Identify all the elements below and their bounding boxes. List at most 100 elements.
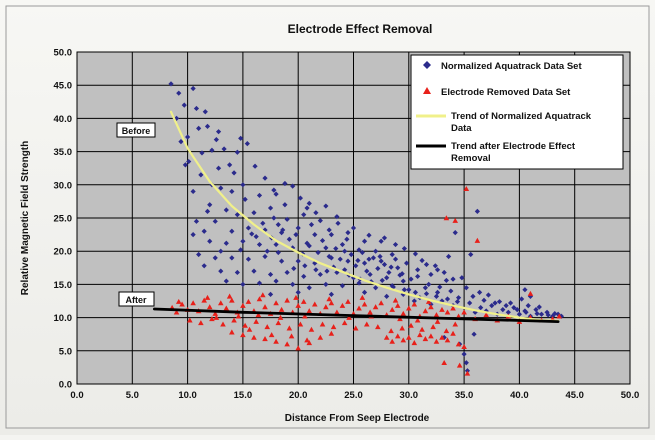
- data-point-red-triangle: [190, 300, 196, 306]
- data-point-blue-diamond: [395, 265, 401, 271]
- data-point-red-triangle: [212, 310, 219, 316]
- data-point-red-triangle: [198, 320, 204, 326]
- data-point-blue-diamond: [534, 311, 540, 317]
- data-point-blue-diamond: [218, 268, 224, 274]
- x-tick-label: 40.0: [510, 390, 529, 401]
- data-point-blue-diamond: [536, 304, 542, 310]
- data-point-red-triangle: [246, 326, 253, 332]
- data-point-blue-diamond: [181, 102, 187, 108]
- data-point-blue-diamond: [400, 278, 406, 284]
- data-point-blue-diamond: [412, 289, 419, 295]
- data-point-blue-diamond: [522, 287, 528, 293]
- data-point-red-triangle: [295, 345, 301, 351]
- data-point-red-triangle: [226, 293, 233, 299]
- data-point-red-triangle: [352, 325, 359, 331]
- data-point-red-triangle: [213, 314, 220, 320]
- data-point-blue-diamond: [415, 267, 421, 273]
- data-point-blue-diamond: [471, 331, 477, 337]
- data-point-red-triangle: [372, 304, 379, 310]
- data-point-blue-diamond: [304, 205, 310, 211]
- data-point-blue-diamond: [215, 165, 222, 171]
- data-point-blue-diamond: [282, 180, 288, 187]
- data-point-blue-diamond: [273, 241, 279, 248]
- data-point-blue-diamond: [204, 208, 211, 214]
- data-point-red-triangle: [306, 308, 313, 314]
- y-tick-label: 45.0: [54, 81, 73, 92]
- data-point-blue-diamond: [507, 300, 514, 306]
- data-point-blue-diamond: [201, 228, 207, 234]
- data-point-blue-diamond: [260, 220, 266, 226]
- data-point-blue-diamond: [231, 170, 237, 176]
- data-point-blue-diamond: [345, 230, 351, 236]
- data-point-red-triangle: [217, 300, 224, 306]
- data-point-red-triangle: [367, 309, 373, 315]
- data-point-blue-diamond: [401, 245, 407, 252]
- data-point-blue-diamond: [212, 255, 218, 261]
- data-point-blue-diamond: [334, 214, 340, 220]
- data-point-blue-diamond: [251, 210, 257, 216]
- data-point-blue-diamond: [538, 311, 545, 317]
- y-tick-label: 50.0: [54, 48, 73, 59]
- data-point-blue-diamond: [229, 228, 235, 234]
- data-point-blue-diamond: [450, 276, 456, 282]
- data-point-red-triangle: [175, 298, 182, 304]
- data-point-blue-diamond: [406, 287, 412, 293]
- data-point-blue-diamond: [262, 253, 268, 260]
- data-point-blue-diamond: [301, 212, 307, 218]
- data-point-red-triangle: [229, 329, 235, 335]
- data-point-blue-diamond: [337, 256, 343, 262]
- data-point-red-triangle: [330, 324, 337, 330]
- data-point-red-triangle: [417, 332, 423, 338]
- data-point-blue-diamond: [251, 268, 257, 274]
- data-point-blue-diamond: [242, 196, 248, 203]
- x-tick-label: 30.0: [400, 390, 419, 401]
- data-point-blue-diamond: [503, 303, 509, 309]
- data-point-blue-diamond: [463, 360, 469, 366]
- data-point-red-triangle: [209, 316, 215, 322]
- data-point-blue-diamond: [448, 288, 454, 294]
- data-point-red-triangle: [341, 320, 348, 326]
- data-point-blue-diamond: [373, 285, 379, 291]
- data-point-blue-diamond: [213, 137, 219, 143]
- data-point-blue-diamond: [366, 232, 372, 238]
- data-point-red-triangle: [450, 330, 456, 336]
- data-point-red-triangle: [408, 322, 414, 328]
- data-point-blue-diamond: [304, 240, 310, 246]
- data-point-red-triangle: [414, 317, 421, 323]
- data-point-blue-diamond: [519, 296, 525, 302]
- data-point-red-triangle: [392, 297, 399, 303]
- data-point-blue-diamond: [291, 265, 297, 272]
- data-point-blue-diamond: [339, 241, 346, 248]
- data-point-blue-diamond: [190, 188, 196, 195]
- data-point-red-triangle: [439, 306, 445, 312]
- data-point-blue-diamond: [317, 218, 323, 224]
- data-point-blue-diamond: [279, 258, 285, 264]
- data-point-blue-diamond: [229, 255, 235, 261]
- data-point-blue-diamond: [348, 251, 354, 258]
- data-point-blue-diamond: [467, 300, 473, 306]
- data-point-blue-diamond: [324, 268, 330, 274]
- y-tick-labels: 0.0 5.0 10.0 15.0 20.0 25.0 30.0 35.0 40.0 45.0 50…: [54, 48, 73, 391]
- data-point-blue-diamond: [293, 232, 299, 238]
- data-point-red-triangle: [264, 324, 271, 330]
- data-point-blue-diamond: [323, 245, 329, 251]
- data-point-blue-diamond: [178, 139, 184, 145]
- data-point-blue-diamond: [282, 202, 288, 208]
- legend-marker-red-triangle: [423, 87, 431, 94]
- data-point-blue-diamond: [422, 285, 428, 291]
- legend-marker-blue-diamond: [423, 61, 431, 69]
- data-point-blue-diamond: [240, 281, 246, 287]
- x-axis-label: Distance From Seep Electrode: [285, 413, 430, 424]
- legend: Normalized Aquatrack Data Set Electrode …: [410, 54, 624, 170]
- data-point-blue-diamond: [392, 241, 399, 248]
- data-point-red-triangle: [463, 185, 470, 192]
- data-point-red-triangle: [375, 324, 381, 330]
- data-point-red-triangle: [389, 338, 396, 344]
- data-point-blue-diamond: [306, 200, 312, 206]
- data-point-red-triangle: [419, 326, 425, 332]
- data-point-red-triangle: [444, 309, 451, 315]
- data-point-red-triangle: [201, 297, 207, 303]
- data-point-blue-diamond: [306, 243, 312, 249]
- data-point-red-triangle: [461, 309, 467, 315]
- data-point-blue-diamond: [483, 308, 489, 314]
